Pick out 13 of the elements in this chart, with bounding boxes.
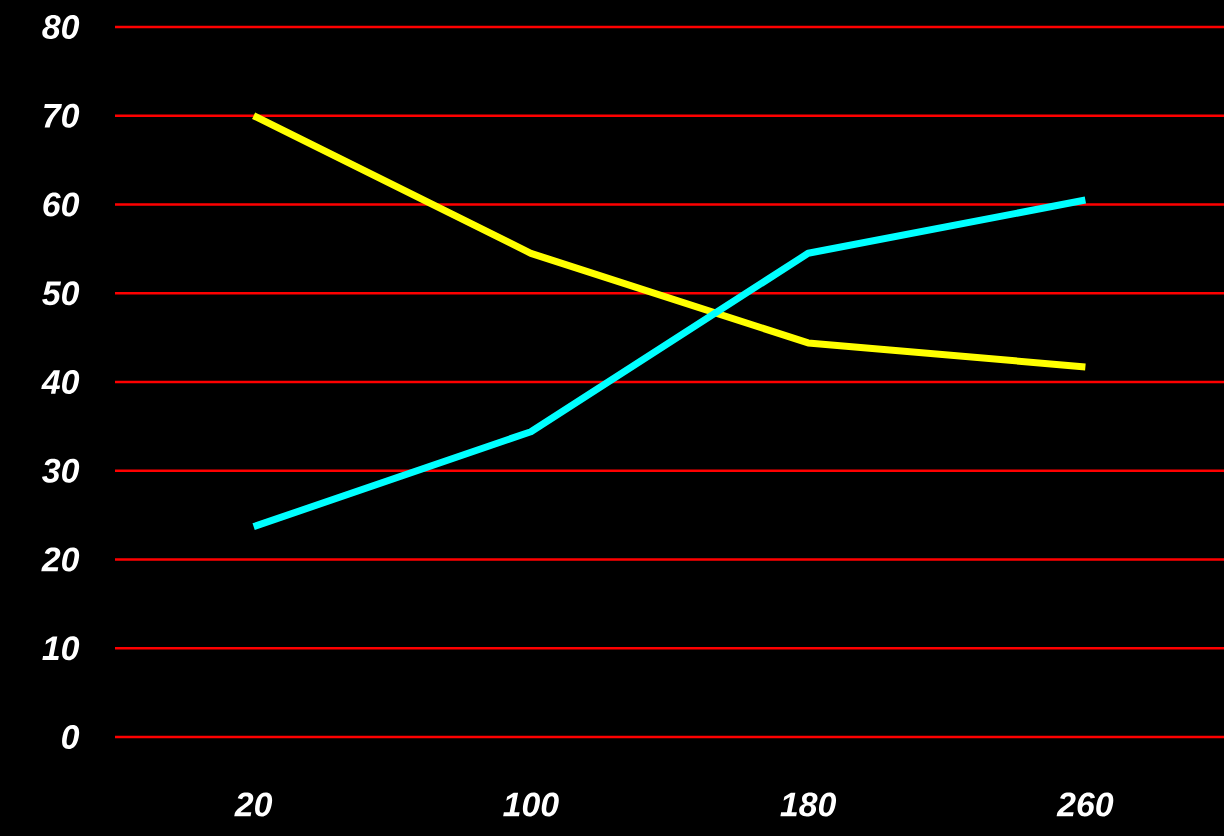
y-tick-label: 10 [42,636,80,661]
y-tick-label: 30 [42,458,80,483]
y-tick-label: 20 [41,547,80,572]
y-tick-label: 60 [43,192,80,217]
x-tick-label: 260 [1056,792,1114,817]
y-tick-label: 0 [62,725,80,749]
y-tick-label: 70 [44,103,80,128]
y-tick-label: 50 [42,281,80,306]
x-tick-label: 100 [503,792,559,817]
x-tick-label: 20 [234,792,273,817]
x-tick-label: 180 [780,792,837,817]
y-tick-label: 80 [42,15,80,39]
y-tick-label: 40 [41,370,80,394]
